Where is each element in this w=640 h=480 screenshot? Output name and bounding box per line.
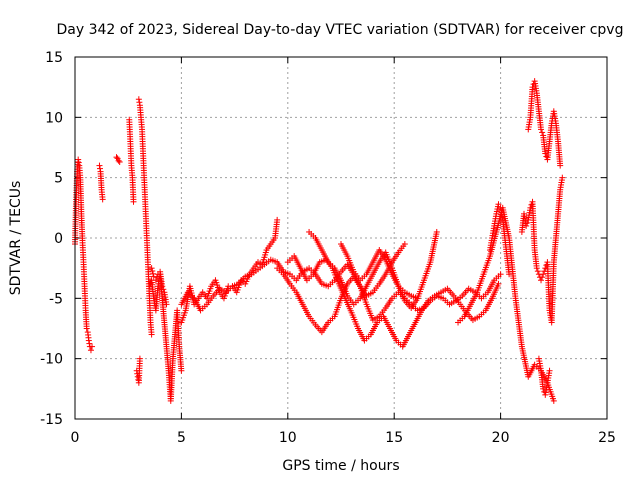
- y-tick-label: 10: [45, 110, 63, 126]
- data-point: [414, 295, 421, 302]
- data-point-interp: [136, 99, 143, 106]
- data-point: [99, 196, 106, 203]
- data-point: [163, 301, 170, 308]
- data-point-interp: [524, 219, 531, 226]
- data-point: [538, 277, 545, 284]
- data-point-interp: [153, 274, 160, 281]
- data-point: [134, 373, 141, 380]
- data-point-interp: [97, 165, 104, 172]
- data-point-interp: [86, 340, 93, 347]
- y-axis-label: SDTVAR / TECUs: [8, 181, 24, 296]
- data-point: [135, 96, 142, 103]
- data-point-interp: [539, 274, 546, 281]
- data-point: [497, 271, 504, 278]
- data-point: [401, 241, 408, 248]
- x-tick-label: 5: [177, 430, 186, 446]
- data-point: [116, 158, 123, 165]
- data-point: [523, 222, 530, 229]
- data-point: [550, 397, 557, 404]
- data-point: [130, 198, 137, 205]
- data-point: [148, 265, 155, 272]
- data-point: [557, 162, 564, 169]
- data-point: [150, 273, 157, 280]
- data-point-interp: [160, 286, 167, 293]
- chart-title: Day 342 of 2023, Sidereal Day-to-day VTE…: [57, 22, 624, 38]
- data-point-interp: [543, 262, 550, 269]
- data-point-interp: [149, 267, 156, 274]
- data-point: [96, 162, 103, 169]
- data-point: [178, 367, 185, 374]
- y-tick-label: 0: [54, 231, 63, 247]
- y-tick-label: 5: [54, 171, 63, 187]
- x-tick-label: 25: [598, 430, 616, 446]
- data-point: [136, 355, 143, 362]
- data-point-interp: [75, 159, 82, 166]
- data-point: [529, 84, 536, 91]
- data-point: [85, 337, 92, 344]
- data-point: [495, 201, 502, 208]
- data-point: [546, 367, 553, 374]
- x-axis-label: GPS time / hours: [282, 458, 399, 474]
- x-tick-label: 10: [279, 430, 297, 446]
- data-point: [75, 156, 82, 163]
- data-point: [89, 343, 96, 350]
- data-point: [83, 325, 90, 332]
- data-point: [159, 283, 166, 290]
- data-point: [538, 126, 545, 133]
- data-point: [540, 385, 547, 392]
- data-points: [72, 78, 566, 404]
- y-tick-label: 15: [45, 50, 63, 66]
- data-point: [115, 157, 122, 164]
- data-point: [433, 228, 440, 235]
- tick-layer: 0 5 10 15 20 25 -15 -10 -5 0 5 10 15: [40, 50, 616, 446]
- grid-layer: [75, 57, 607, 419]
- data-point: [540, 271, 547, 278]
- plot-frame: [74, 56, 608, 420]
- x-tick-label: 0: [71, 430, 80, 446]
- y-tick-label: -10: [40, 352, 63, 368]
- y-tick-label: -5: [49, 291, 63, 307]
- data-point: [87, 347, 94, 354]
- data-point: [148, 331, 155, 338]
- data-point-interp: [528, 201, 535, 208]
- data-point-interp: [534, 268, 541, 275]
- y-tick-label: -15: [40, 412, 63, 428]
- data-point: [152, 277, 159, 284]
- data-point-interp: [539, 129, 546, 136]
- x-tick-label: 15: [385, 430, 403, 446]
- data-point: [559, 174, 566, 181]
- data-point: [533, 265, 540, 272]
- data-point: [113, 154, 120, 161]
- x-tick-label: 20: [492, 430, 510, 446]
- data-point: [506, 271, 513, 278]
- data-point: [274, 216, 281, 223]
- data-point: [495, 280, 502, 287]
